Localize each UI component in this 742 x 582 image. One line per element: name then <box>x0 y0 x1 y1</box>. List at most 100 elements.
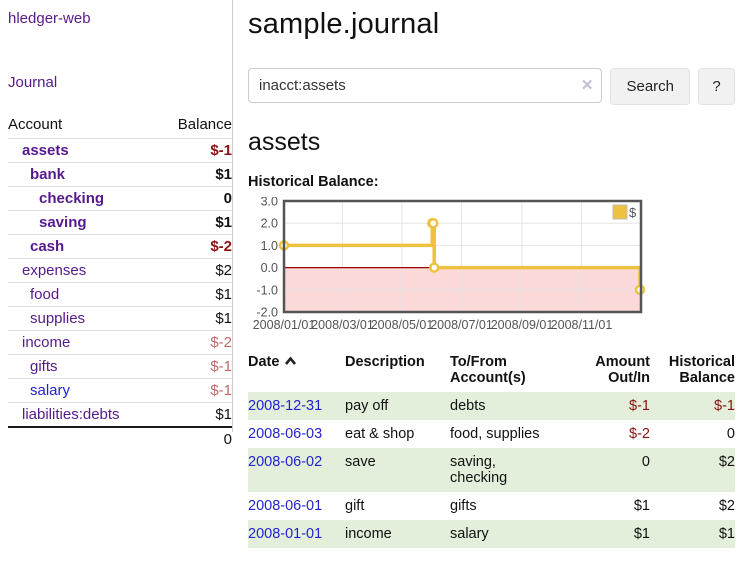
transaction-balance: 0 <box>726 426 735 442</box>
search-button[interactable]: Search <box>610 68 690 105</box>
account-row: assets $-1 <box>8 138 232 163</box>
account-link[interactable]: expenses <box>22 262 87 279</box>
account-row: liabilities:debts $1 <box>8 402 232 427</box>
main-content: sample.journal ✕ Search ? assets Histori… <box>248 0 735 548</box>
account-balance: $-1 <box>158 138 232 163</box>
register-header-accounts: To/From Account(s) <box>450 354 526 386</box>
sidebar-item-journal[interactable]: Journal <box>8 74 58 91</box>
chart-title: Historical Balance: <box>248 174 379 190</box>
account-cell: income <box>8 330 159 355</box>
transaction-description: save <box>345 454 376 470</box>
transaction-accounts: gifts <box>450 498 477 514</box>
account-link[interactable]: bank <box>30 166 66 183</box>
register-header-date-label: Date <box>248 354 280 370</box>
accounts-total-value: 0 <box>158 426 232 451</box>
transaction-date-link[interactable]: 2008-01-01 <box>248 526 323 542</box>
y-axis-tick-label: 3.0 <box>261 197 278 209</box>
account-row: cash $-2 <box>8 234 232 259</box>
account-row: saving $1 <box>8 210 232 235</box>
transaction-balance: $1 <box>718 526 735 542</box>
account-balance: $-2 <box>158 330 232 355</box>
transaction-date: 2008-06-03 <box>248 420 345 448</box>
data-point-marker <box>427 217 439 229</box>
legend-swatch <box>612 204 628 220</box>
register-header-amount: Amount Out/In <box>595 354 650 386</box>
transaction-date-link[interactable]: 2008-06-03 <box>248 426 323 442</box>
accounts-table: Account Balance assets $-1 bank $1 checking 0… <box>8 113 232 451</box>
transaction-date-link[interactable]: 2008-12-31 <box>248 398 323 414</box>
account-cell: bank <box>8 162 159 187</box>
account-title: assets <box>248 128 321 156</box>
account-row: income $-2 <box>8 330 232 355</box>
accounts-header-account: Account <box>8 116 63 133</box>
account-balance: $-2 <box>158 234 232 259</box>
account-link[interactable]: supplies <box>30 310 86 327</box>
plot-border <box>282 199 643 314</box>
account-row: food $1 <box>8 282 232 307</box>
account-balance: $1 <box>158 210 232 235</box>
search-form: ✕ Search ? <box>248 68 735 105</box>
account-link[interactable]: saving <box>39 214 87 231</box>
transaction-date-link[interactable]: 2008-06-02 <box>248 454 323 470</box>
account-link[interactable]: salary <box>30 382 71 399</box>
register-header-date[interactable]: Date <box>248 352 345 392</box>
data-point-marker <box>428 262 440 273</box>
account-balance: $-1 <box>158 354 232 379</box>
transaction-amount: $-2 <box>629 426 650 442</box>
transaction-row: 2008-01-01 income salary $1 $1 <box>248 520 735 548</box>
register-table: Date Description To/From Account(s) Amou… <box>248 352 735 548</box>
accounts-header-balance: Balance <box>177 116 232 133</box>
brand-link[interactable]: hledger-web <box>8 10 91 27</box>
transaction-date: 2008-06-01 <box>248 492 345 520</box>
account-balance: $1 <box>158 402 232 427</box>
account-row: supplies $1 <box>8 306 232 331</box>
sidebar: hledger-web Journal Account Balance asse… <box>8 0 232 451</box>
x-axis-tick-label: 2008/01/01 <box>253 318 316 332</box>
accounts-body: assets $-1 bank $1 checking 0 saving $1 cash $-2 e… <box>8 138 232 427</box>
y-axis-tick-label: 2.0 <box>261 217 278 231</box>
legend-label: $ <box>629 205 637 220</box>
account-cell: supplies <box>8 306 159 331</box>
account-row: checking 0 <box>8 186 232 211</box>
x-axis-tick-label: 2008/09/01 <box>491 318 554 332</box>
y-axis-tick-label: -2.0 <box>256 306 278 320</box>
register-header-row: Date Description To/From Account(s) Amou… <box>248 352 735 392</box>
account-link[interactable]: food <box>30 286 60 303</box>
transaction-amount: 0 <box>641 454 650 470</box>
x-axis-tick-label: 2008/11/01 <box>551 318 613 332</box>
accounts-total-spacer <box>8 426 159 451</box>
x-axis-tick-label: 2008/03/01 <box>311 318 374 332</box>
y-axis-tick-label: -1.0 <box>256 283 278 297</box>
y-axis-tick-label: 0.0 <box>261 261 278 275</box>
account-row: expenses $2 <box>8 258 232 283</box>
transaction-balance: $-1 <box>714 398 735 414</box>
account-link[interactable]: cash <box>30 238 65 255</box>
help-button[interactable]: ? <box>698 68 735 105</box>
transaction-date: 2008-06-02 <box>248 448 345 492</box>
transaction-description: gift <box>345 498 365 514</box>
transaction-balance: $2 <box>718 498 735 514</box>
transaction-row: 2008-06-01 gift gifts $1 $2 <box>248 492 735 520</box>
x-axis-tick-label: 2008/07/01 <box>430 318 493 332</box>
transaction-amount: $-1 <box>629 398 650 414</box>
transaction-row: 2008-12-31 pay off debts $-1 $-1 <box>248 392 735 420</box>
account-link[interactable]: liabilities:debts <box>22 406 120 423</box>
account-balance: $1 <box>158 306 232 331</box>
account-link[interactable]: income <box>22 334 71 351</box>
account-row: gifts $-1 <box>8 354 232 379</box>
account-row: salary $-1 <box>8 378 232 403</box>
transaction-date-link[interactable]: 2008-06-01 <box>248 498 323 514</box>
transaction-description: income <box>345 526 392 542</box>
register-body: 2008-12-31 pay off debts $-1 $-1 2008-06-03 ea… <box>248 392 735 548</box>
search-input[interactable] <box>248 68 603 103</box>
account-cell: assets <box>8 138 159 163</box>
account-link[interactable]: checking <box>39 190 105 207</box>
transaction-accounts: salary <box>450 526 489 542</box>
account-link[interactable]: gifts <box>30 358 58 375</box>
account-link[interactable]: assets <box>22 142 69 159</box>
x-axis-tick-label: 2008/05/01 <box>371 318 434 332</box>
clear-search-icon[interactable]: ✕ <box>580 77 594 94</box>
account-cell: cash <box>8 234 159 259</box>
account-cell: expenses <box>8 258 159 283</box>
search-input-wrap: ✕ <box>248 68 603 105</box>
